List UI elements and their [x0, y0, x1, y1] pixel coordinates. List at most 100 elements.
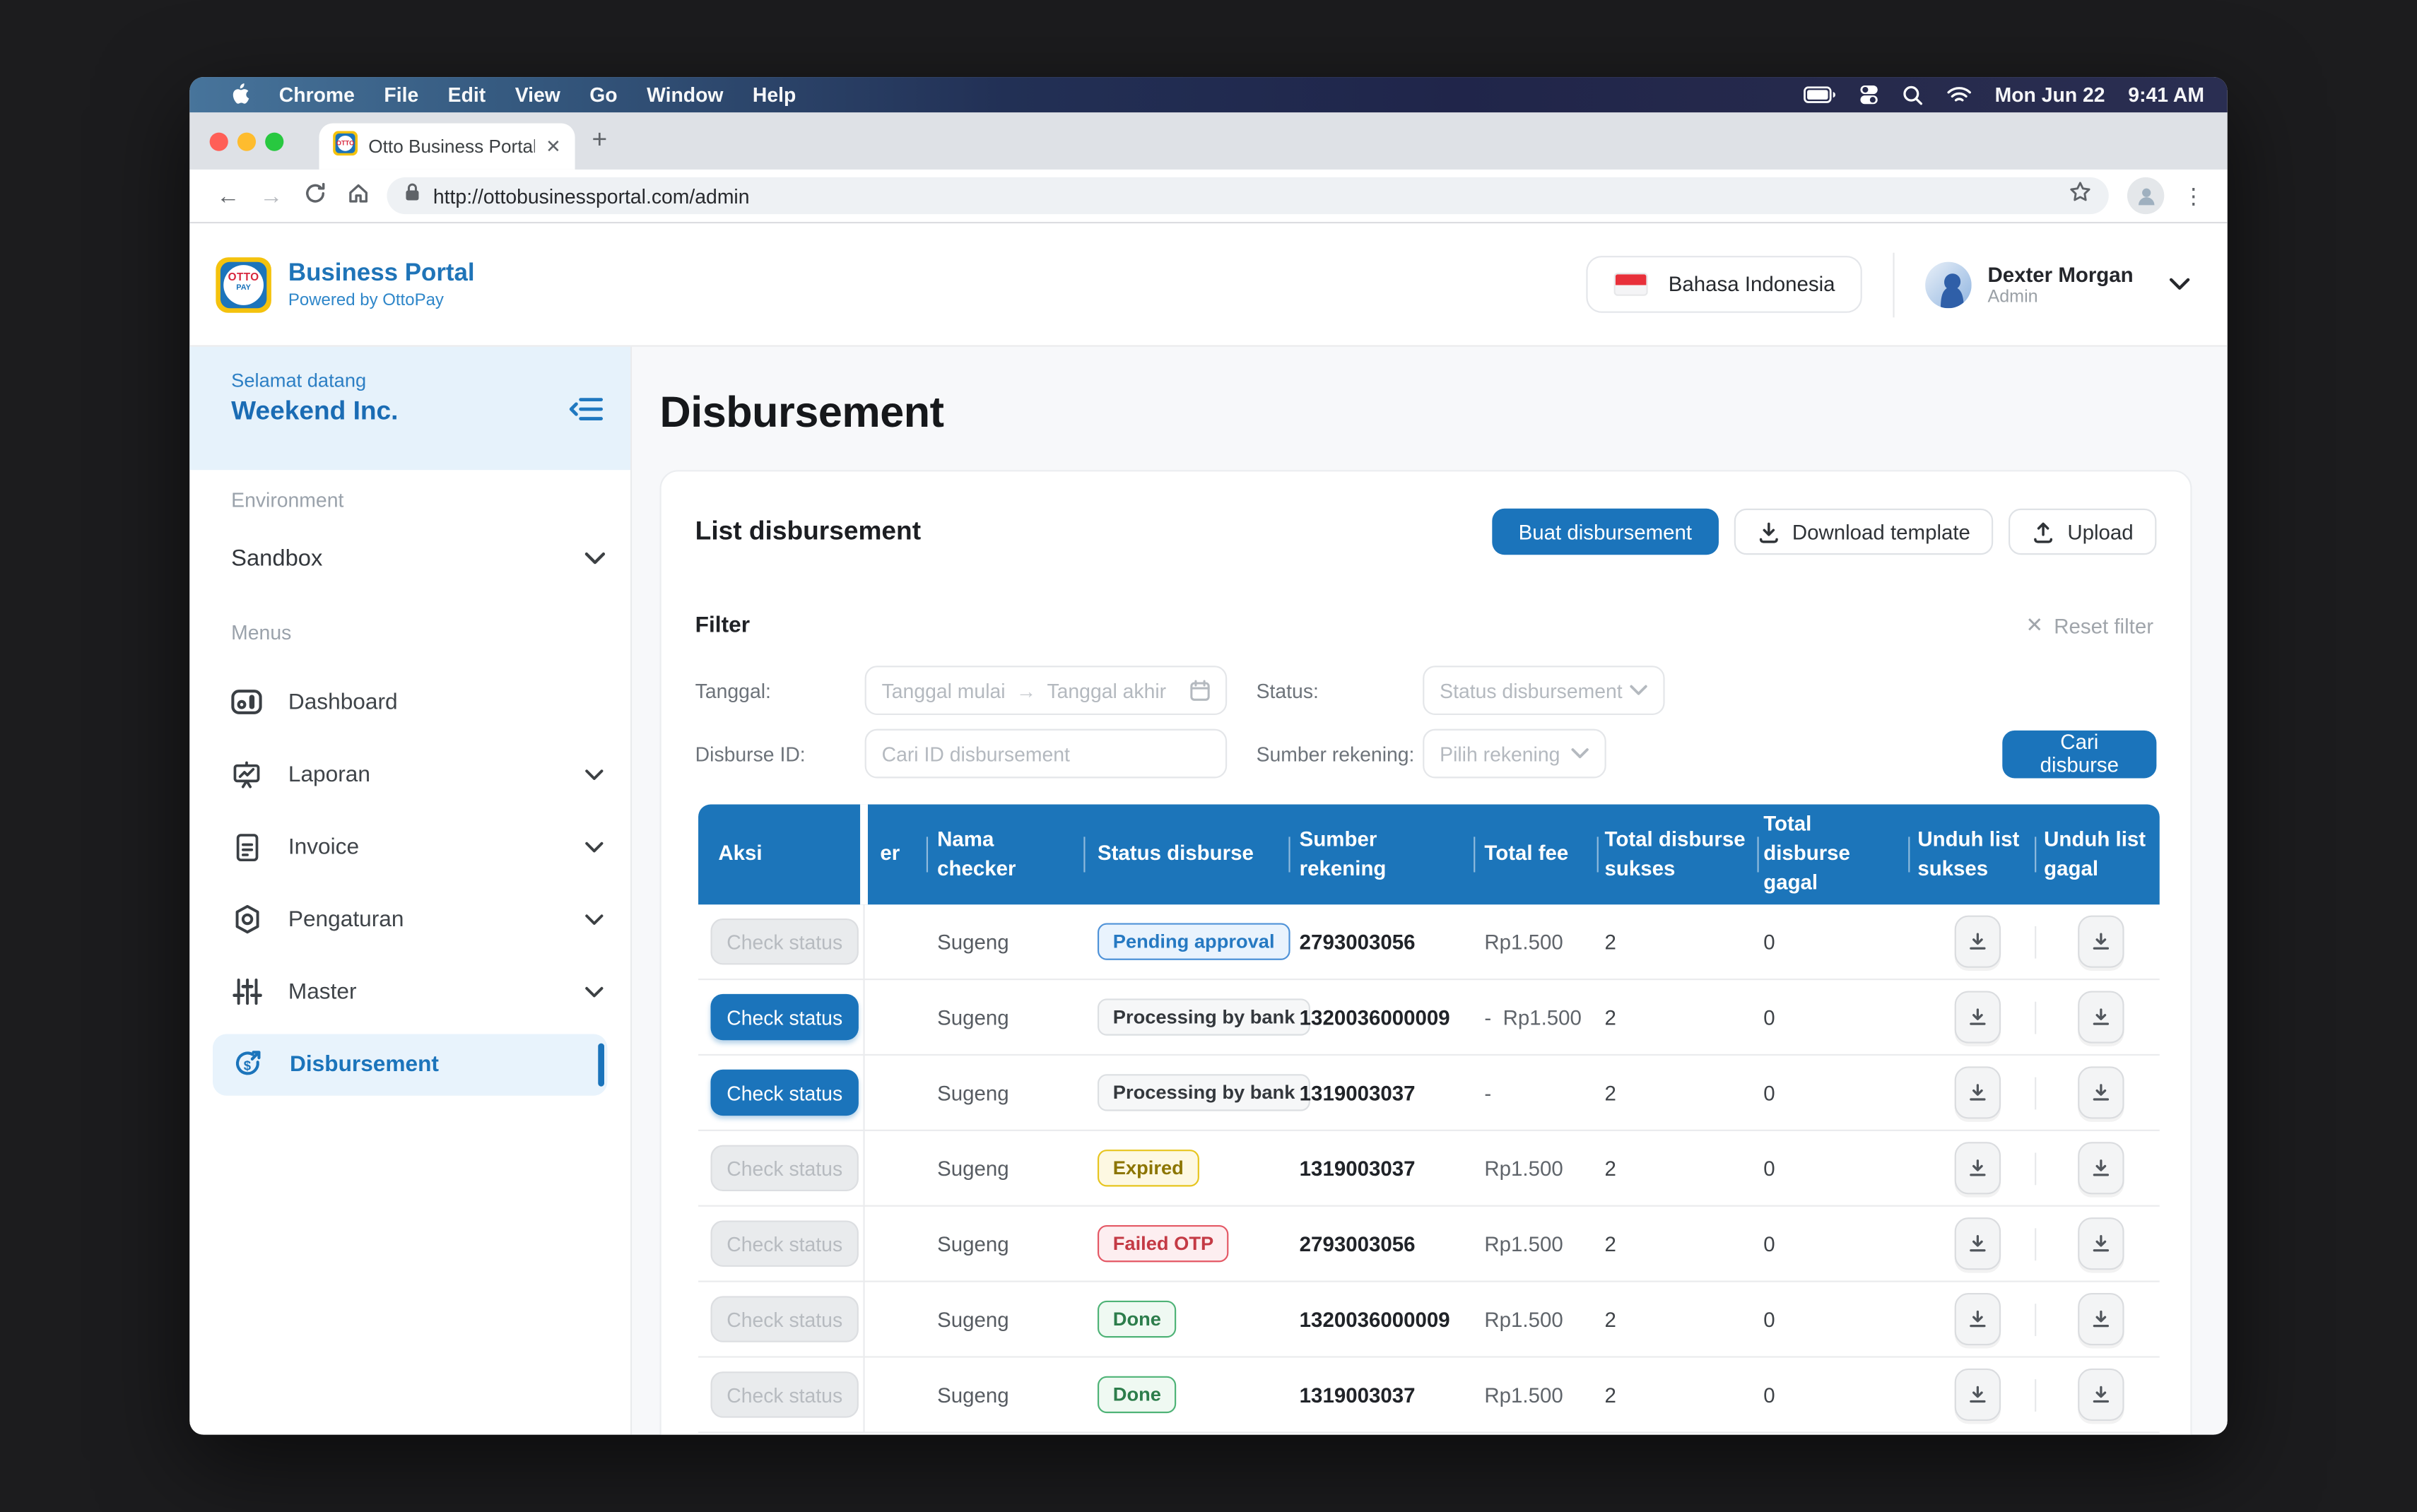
download-sukses-button[interactable] — [1954, 1368, 2001, 1421]
lock-icon[interactable] — [404, 182, 421, 209]
header-separator — [926, 837, 929, 873]
back-icon[interactable]: ← — [216, 182, 240, 209]
download-gagal-button[interactable] — [2078, 1142, 2124, 1195]
menubar-item-file[interactable]: File — [384, 83, 419, 107]
download-gagal-button[interactable] — [2078, 1217, 2124, 1270]
window-zoom-button[interactable] — [265, 132, 284, 151]
window-close-button[interactable] — [209, 132, 228, 151]
disburse-id-input[interactable]: Cari ID disbursement — [864, 728, 1228, 779]
sidebar-collapse-icon[interactable] — [569, 394, 604, 431]
total-disburse-gagal-cell: 0 — [1763, 1232, 1775, 1256]
download-sukses-button[interactable] — [1954, 991, 2001, 1044]
url-text[interactable]: http://ottobusinessportal.com/admin — [433, 184, 750, 208]
menubar-item-window[interactable]: Window — [647, 83, 724, 107]
menubar-item-edit[interactable]: Edit — [447, 83, 486, 107]
language-selector[interactable]: Bahasa Indonesia — [1587, 256, 1863, 313]
control-center-icon[interactable] — [1859, 85, 1879, 105]
chevron-down-icon — [584, 552, 606, 565]
status-badge: Expired — [1097, 1150, 1199, 1187]
download-gagal-button[interactable] — [2078, 991, 2124, 1044]
sumber-rekening-cell: 1319003037 — [1299, 1156, 1416, 1180]
buat-disbursement-button[interactable]: Buat disbursement — [1492, 508, 1719, 555]
indonesia-flag-icon — [1614, 273, 1649, 296]
download-gagal-button[interactable] — [2078, 915, 2124, 968]
address-bar[interactable]: http://ottobusinessportal.com/admin — [387, 177, 2109, 215]
nama-checker-cell: Sugeng — [937, 1383, 1009, 1407]
menubar-date[interactable]: Mon Jun 22 — [1994, 83, 2105, 107]
menubar-item-go[interactable]: Go — [589, 83, 618, 107]
browser-profile-icon[interactable] — [2127, 177, 2165, 215]
reset-filter-button[interactable]: ✕ Reset filter — [2025, 613, 2153, 638]
download-gagal-button[interactable] — [2078, 1368, 2124, 1421]
upload-button[interactable]: Upload — [2009, 508, 2157, 555]
total-disburse-gagal-cell: 0 — [1763, 1081, 1775, 1104]
bookmark-star-icon[interactable] — [2069, 180, 2092, 211]
table-row: Check status Sugeng Done 1320036000009 R… — [698, 1282, 2160, 1358]
status-select[interactable]: Status disbursement — [1423, 666, 1665, 716]
total-disburse-sukses-cell: 2 — [1604, 1081, 1616, 1104]
download-sukses-button[interactable] — [1954, 1142, 2001, 1195]
download-icon — [2093, 1235, 2110, 1252]
download-sukses-button[interactable] — [1954, 915, 2001, 968]
forward-icon[interactable]: → — [259, 182, 283, 209]
sidebar-item-label: Disbursement — [290, 1052, 439, 1077]
wifi-icon[interactable] — [1947, 85, 1972, 104]
brand-title: Business Portal — [288, 259, 475, 286]
download-buttons-divider — [2035, 1228, 2037, 1261]
environment-select[interactable]: Sandbox — [231, 545, 606, 572]
browser-tab[interactable]: OTTO Otto Business Portal ✕ — [319, 123, 575, 170]
sidebar-item-master[interactable]: Master — [189, 955, 630, 1028]
app-header: OTTO PAY Business Portal Powered by Otto… — [189, 223, 2228, 347]
download-sukses-button[interactable] — [1954, 1292, 2001, 1346]
menubar-item-help[interactable]: Help — [752, 83, 796, 107]
download-icon — [2093, 933, 2110, 950]
check-status-button[interactable]: Check status — [710, 918, 859, 965]
filter-row-2: Disburse ID: Cari ID disbursement Sumber… — [695, 728, 2157, 779]
column-header-sumber-rekening: Sumber rekening — [1299, 827, 1387, 880]
sumber-rekening-select[interactable]: Pilih rekening — [1423, 728, 1606, 779]
check-status-button[interactable]: Check status — [710, 1371, 859, 1418]
filter-row-1: Tanggal: Tanggal mulai → Tanggal akhir S… — [695, 666, 2157, 716]
menubar-clock[interactable]: 9:41 AM — [2128, 83, 2205, 107]
environment-value: Sandbox — [231, 545, 323, 572]
reload-icon[interactable] — [293, 181, 336, 210]
check-status-button[interactable]: Check status — [710, 993, 859, 1041]
new-tab-button[interactable]: + — [592, 124, 608, 155]
menubar-app-name[interactable]: Chrome — [278, 83, 355, 107]
sidebar-item-dashboard[interactable]: Dashboard — [189, 666, 630, 738]
column-header-unduh-list-gagal: Unduh list gagal — [2044, 827, 2146, 880]
download-gagal-button[interactable] — [2078, 1292, 2124, 1346]
download-gagal-button[interactable] — [2078, 1066, 2124, 1119]
menubar-item-view[interactable]: View — [514, 83, 560, 107]
sidebar-item-label: Master — [288, 979, 357, 1005]
table-row: Check status Sugeng Failed OTP 279300305… — [698, 1207, 2160, 1282]
column-header-total-fee: Total fee — [1484, 841, 1569, 865]
browser-menu-icon[interactable]: ⋮ — [2182, 182, 2205, 208]
window-minimize-button[interactable] — [237, 132, 257, 151]
check-status-button[interactable]: Check status — [710, 1220, 859, 1267]
total-disburse-sukses-cell: 2 — [1604, 930, 1616, 954]
user-menu[interactable]: Dexter Morgan Admin — [1926, 261, 2190, 308]
total-fee-cell: Rp1.500 — [1484, 1156, 1563, 1180]
sidebar-item-label: Laporan — [288, 762, 370, 787]
sidebar-item-invoice[interactable]: Invoice — [189, 810, 630, 883]
home-icon[interactable] — [336, 181, 379, 210]
download-sukses-button[interactable] — [1954, 1217, 2001, 1270]
download-icon — [2093, 1386, 2110, 1403]
check-status-button[interactable]: Check status — [710, 1145, 859, 1192]
spotlight-search-icon[interactable] — [1903, 84, 1924, 106]
date-range-input[interactable]: Tanggal mulai → Tanggal akhir — [864, 666, 1228, 716]
check-status-button[interactable]: Check status — [710, 1296, 859, 1342]
download-sukses-button[interactable] — [1954, 1066, 2001, 1119]
apple-menu-icon[interactable] — [230, 80, 249, 109]
sidebar-item-disbursement[interactable]: $ Disbursement — [212, 1034, 608, 1096]
sidebar-item-pengaturan[interactable]: Pengaturan — [189, 883, 630, 956]
check-status-button[interactable]: Check status — [710, 1069, 859, 1116]
download-template-button[interactable]: Download template — [1733, 508, 1994, 555]
invoice-document-icon — [231, 833, 262, 861]
tab-close-icon[interactable]: ✕ — [545, 135, 561, 158]
sumber-rekening-cell: 2793003056 — [1299, 1232, 1416, 1256]
sidebar-item-laporan[interactable]: Laporan — [189, 738, 630, 811]
cari-disburse-button[interactable]: Cari disburse — [2002, 729, 2157, 778]
nama-checker-cell: Sugeng — [937, 1232, 1009, 1256]
